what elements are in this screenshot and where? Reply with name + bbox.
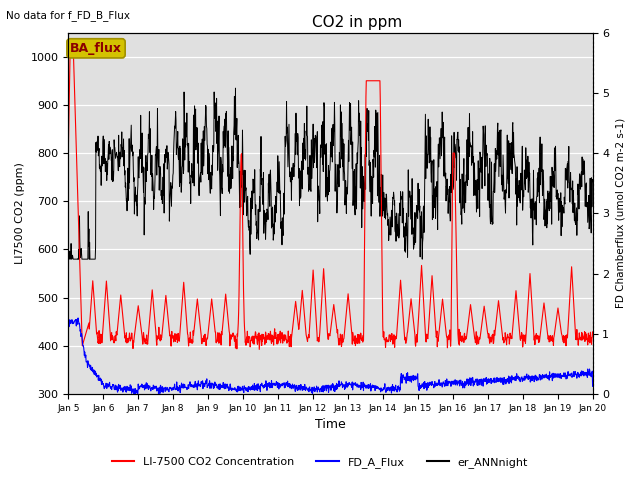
Legend: LI-7500 CO2 Concentration, FD_A_Flux, er_ANNnight: LI-7500 CO2 Concentration, FD_A_Flux, er… [108,452,532,472]
Y-axis label: LI7500 CO2 (ppm): LI7500 CO2 (ppm) [15,162,25,264]
Y-axis label: FD Chamberflux (umol CO2 m-2 s-1): FD Chamberflux (umol CO2 m-2 s-1) [615,118,625,309]
Title: CO2 in ppm: CO2 in ppm [312,15,402,30]
Text: No data for f_FD_B_Flux: No data for f_FD_B_Flux [6,10,131,21]
X-axis label: Time: Time [315,419,346,432]
Text: BA_flux: BA_flux [70,42,122,55]
